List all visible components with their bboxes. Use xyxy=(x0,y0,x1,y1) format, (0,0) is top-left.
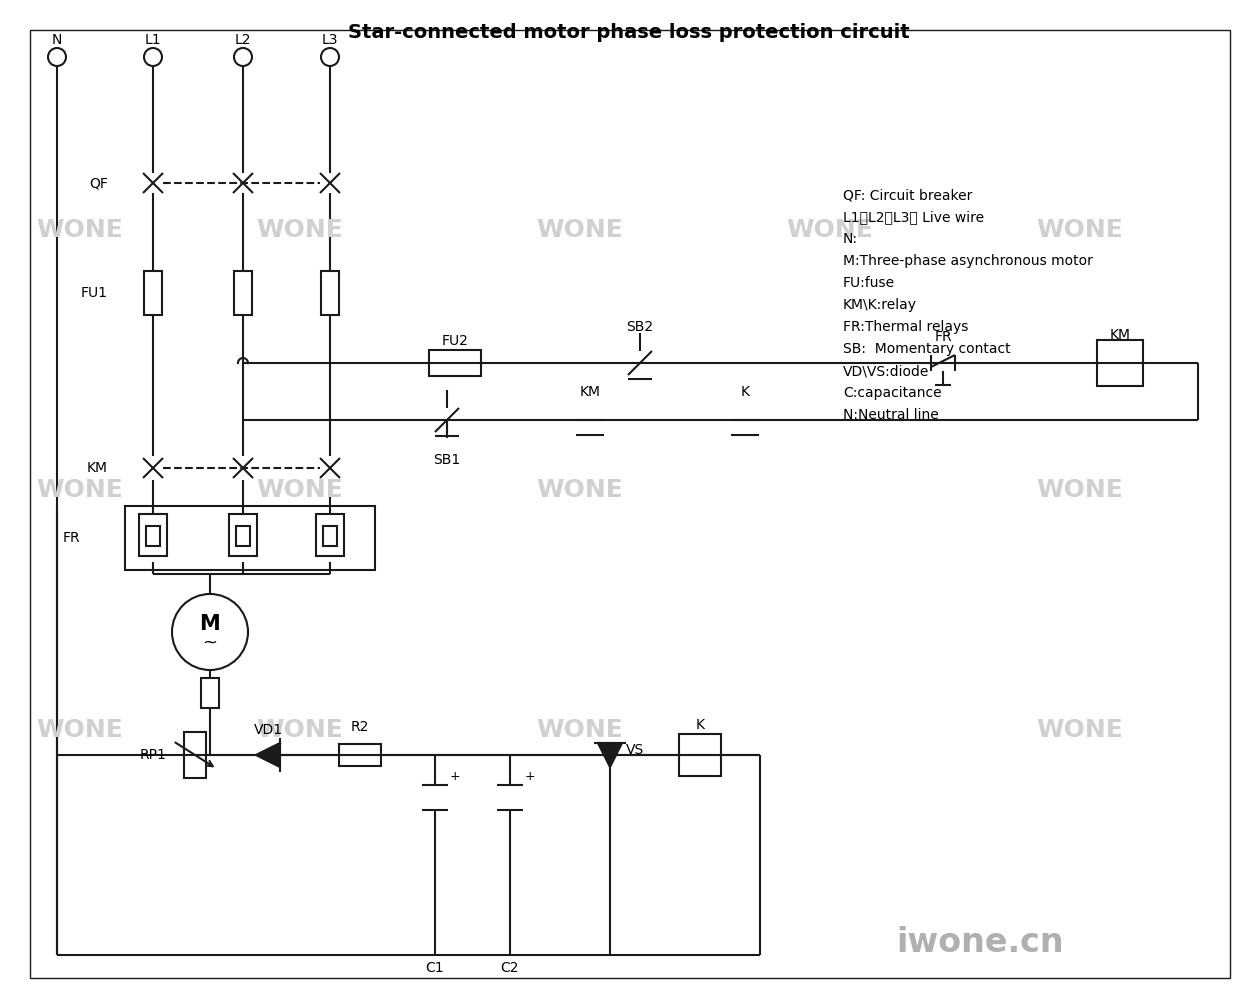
Text: WONE: WONE xyxy=(257,718,344,742)
Text: WONE: WONE xyxy=(37,218,123,242)
Text: iwone.cn: iwone.cn xyxy=(896,926,1064,959)
Text: L1: L1 xyxy=(145,33,161,47)
Text: KM: KM xyxy=(579,385,601,399)
Bar xyxy=(1097,340,1143,386)
Text: C:capacitance: C:capacitance xyxy=(844,386,942,400)
Text: WONE: WONE xyxy=(257,478,344,502)
Text: SB1: SB1 xyxy=(433,453,461,467)
Bar xyxy=(144,271,162,315)
Bar xyxy=(184,732,206,778)
Bar xyxy=(429,350,481,376)
Text: QF: Circuit breaker: QF: Circuit breaker xyxy=(844,188,972,202)
Bar xyxy=(138,514,167,556)
Bar xyxy=(679,734,721,776)
Circle shape xyxy=(234,48,252,66)
Text: VS: VS xyxy=(626,743,645,757)
Circle shape xyxy=(321,48,339,66)
Text: ~: ~ xyxy=(203,634,218,652)
Text: WONE: WONE xyxy=(37,478,123,502)
Text: R2: R2 xyxy=(351,720,369,734)
Text: WONE: WONE xyxy=(536,718,623,742)
Text: L1、L2、L3： Live wire: L1、L2、L3： Live wire xyxy=(844,210,985,224)
Bar xyxy=(234,271,252,315)
Text: K: K xyxy=(740,385,749,399)
Text: FR: FR xyxy=(63,531,81,545)
Polygon shape xyxy=(598,743,622,767)
Text: N: N xyxy=(52,33,62,47)
Bar xyxy=(321,271,339,315)
Bar xyxy=(339,744,381,766)
Bar xyxy=(229,514,257,556)
Text: RP1: RP1 xyxy=(140,748,167,762)
Text: WONE: WONE xyxy=(1036,478,1123,502)
Text: +: + xyxy=(525,771,535,784)
Text: QF: QF xyxy=(89,176,108,190)
Bar xyxy=(324,526,337,546)
Text: WONE: WONE xyxy=(1036,218,1123,242)
Polygon shape xyxy=(256,743,279,767)
Text: K: K xyxy=(695,718,705,732)
Bar xyxy=(235,526,251,546)
Text: M: M xyxy=(200,614,220,634)
Circle shape xyxy=(172,594,248,670)
Text: VD\VS:diode: VD\VS:diode xyxy=(844,364,929,378)
Text: N:Neutral line: N:Neutral line xyxy=(844,408,939,422)
Text: WONE: WONE xyxy=(536,478,623,502)
Circle shape xyxy=(48,48,65,66)
Bar xyxy=(316,514,344,556)
Bar xyxy=(125,506,375,570)
Text: N:: N: xyxy=(844,232,857,246)
Text: WONE: WONE xyxy=(787,218,874,242)
Circle shape xyxy=(144,48,162,66)
Text: +: + xyxy=(449,771,461,784)
Text: Star-connected motor phase loss protection circuit: Star-connected motor phase loss protecti… xyxy=(349,22,910,41)
Text: WONE: WONE xyxy=(37,718,123,742)
Text: KM: KM xyxy=(87,461,108,475)
Text: FU:fuse: FU:fuse xyxy=(844,276,895,290)
Text: KM\K:relay: KM\K:relay xyxy=(844,298,917,312)
Text: FR: FR xyxy=(934,330,952,344)
Text: FU2: FU2 xyxy=(442,334,468,348)
Text: KM: KM xyxy=(1109,328,1131,342)
Text: VD1: VD1 xyxy=(253,723,282,737)
Bar xyxy=(201,678,219,708)
Text: C2: C2 xyxy=(501,961,519,975)
Text: SB:  Momentary contact: SB: Momentary contact xyxy=(844,342,1011,356)
Text: FU1: FU1 xyxy=(81,286,108,300)
Bar xyxy=(146,526,160,546)
Text: WONE: WONE xyxy=(257,218,344,242)
Text: WONE: WONE xyxy=(1036,718,1123,742)
Text: M:Three-phase asynchronous motor: M:Three-phase asynchronous motor xyxy=(844,254,1093,268)
Text: L3: L3 xyxy=(322,33,339,47)
Text: WONE: WONE xyxy=(536,218,623,242)
Text: C1: C1 xyxy=(426,961,444,975)
Text: SB2: SB2 xyxy=(627,320,653,334)
Text: FR:Thermal relays: FR:Thermal relays xyxy=(844,320,968,334)
Text: L2: L2 xyxy=(234,33,252,47)
